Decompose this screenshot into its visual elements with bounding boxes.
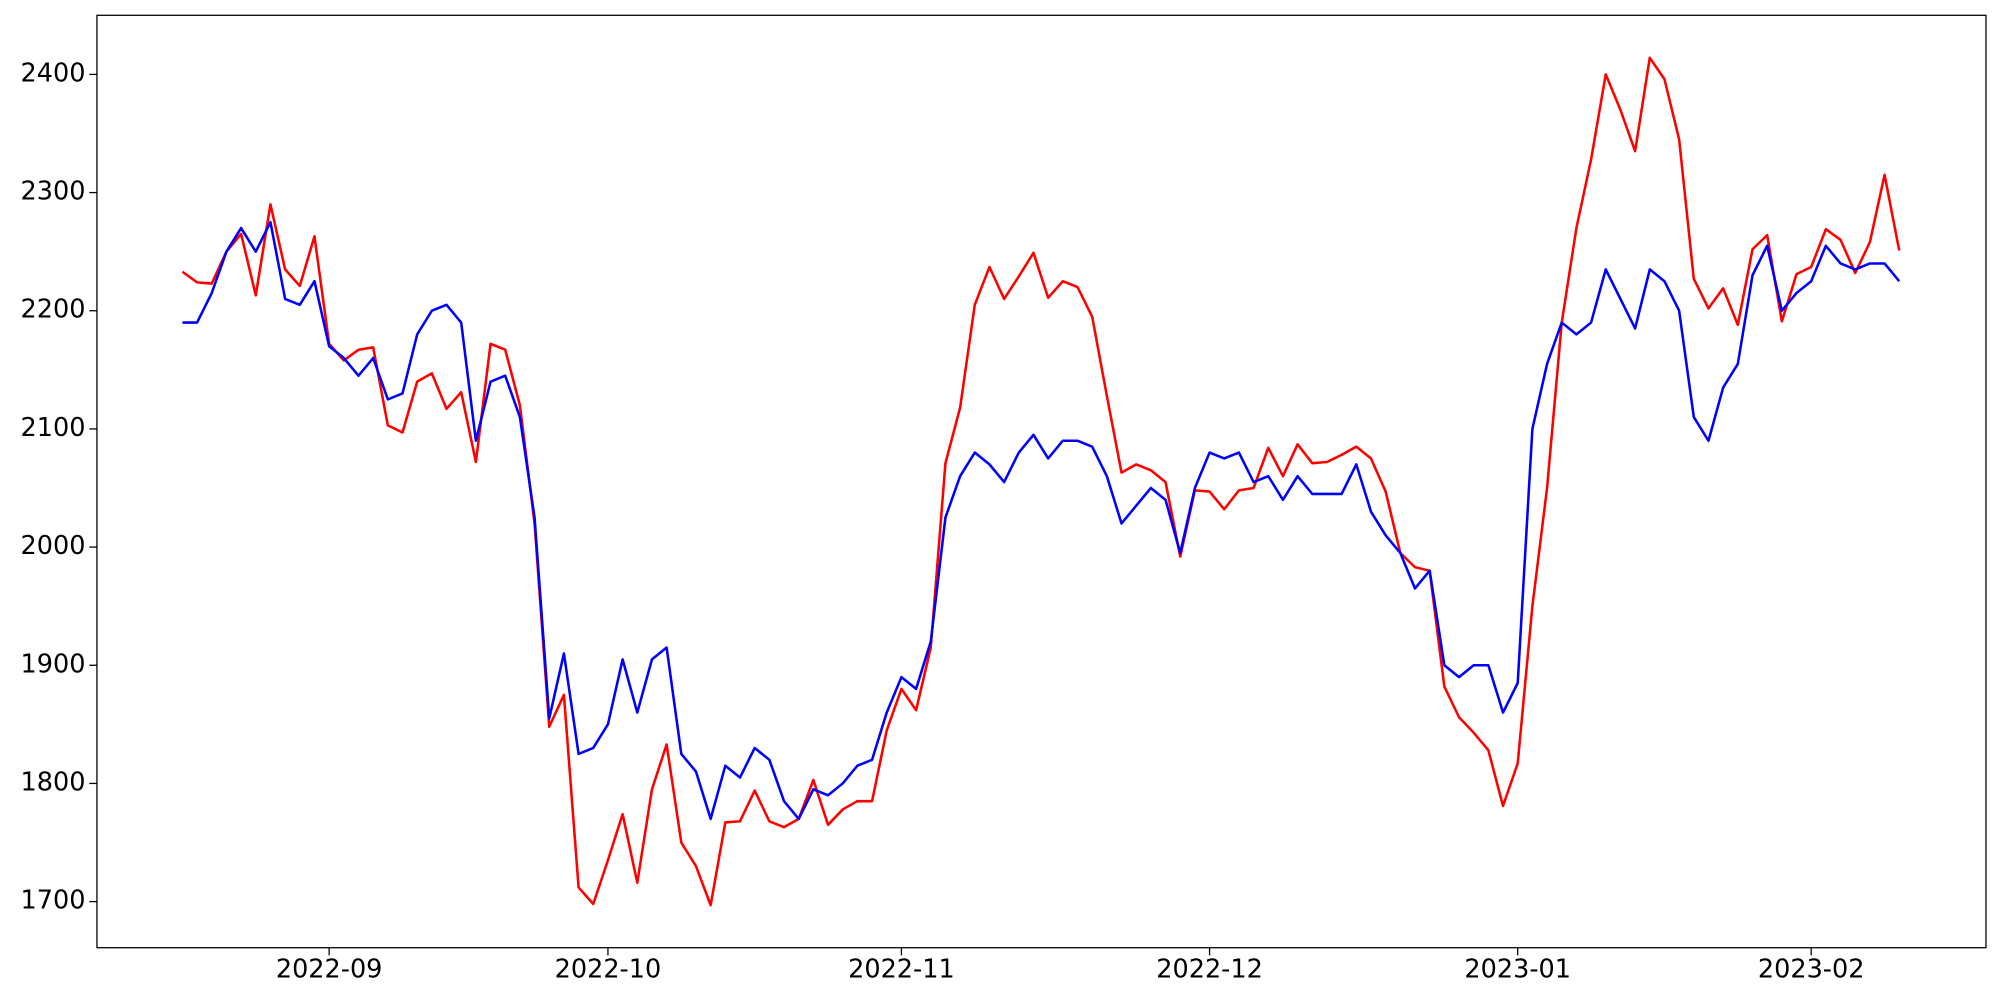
y-tick-label: 2300 — [21, 177, 86, 207]
x-tick-label: 2022-09 — [276, 955, 383, 985]
y-tick-label: 2200 — [21, 295, 86, 325]
y-tick-label: 1700 — [21, 886, 86, 916]
y-tick-label: 2400 — [21, 58, 86, 88]
x-tick-label: 2023-02 — [1758, 955, 1865, 985]
y-tick-label: 1800 — [21, 767, 86, 797]
y-tick-label: 2100 — [21, 413, 86, 443]
x-tick-label: 2023-01 — [1464, 955, 1571, 985]
plot-frame — [96, 14, 1987, 949]
line-series — [182, 220, 1901, 821]
y-tick-label: 1900 — [21, 649, 86, 679]
y-tick-label: 2000 — [21, 531, 86, 561]
x-tick-label: 2022-10 — [555, 955, 662, 985]
x-tick-label: 2022-11 — [848, 955, 955, 985]
line-series — [181, 56, 1901, 907]
x-tick-label: 2022-12 — [1156, 955, 1263, 985]
